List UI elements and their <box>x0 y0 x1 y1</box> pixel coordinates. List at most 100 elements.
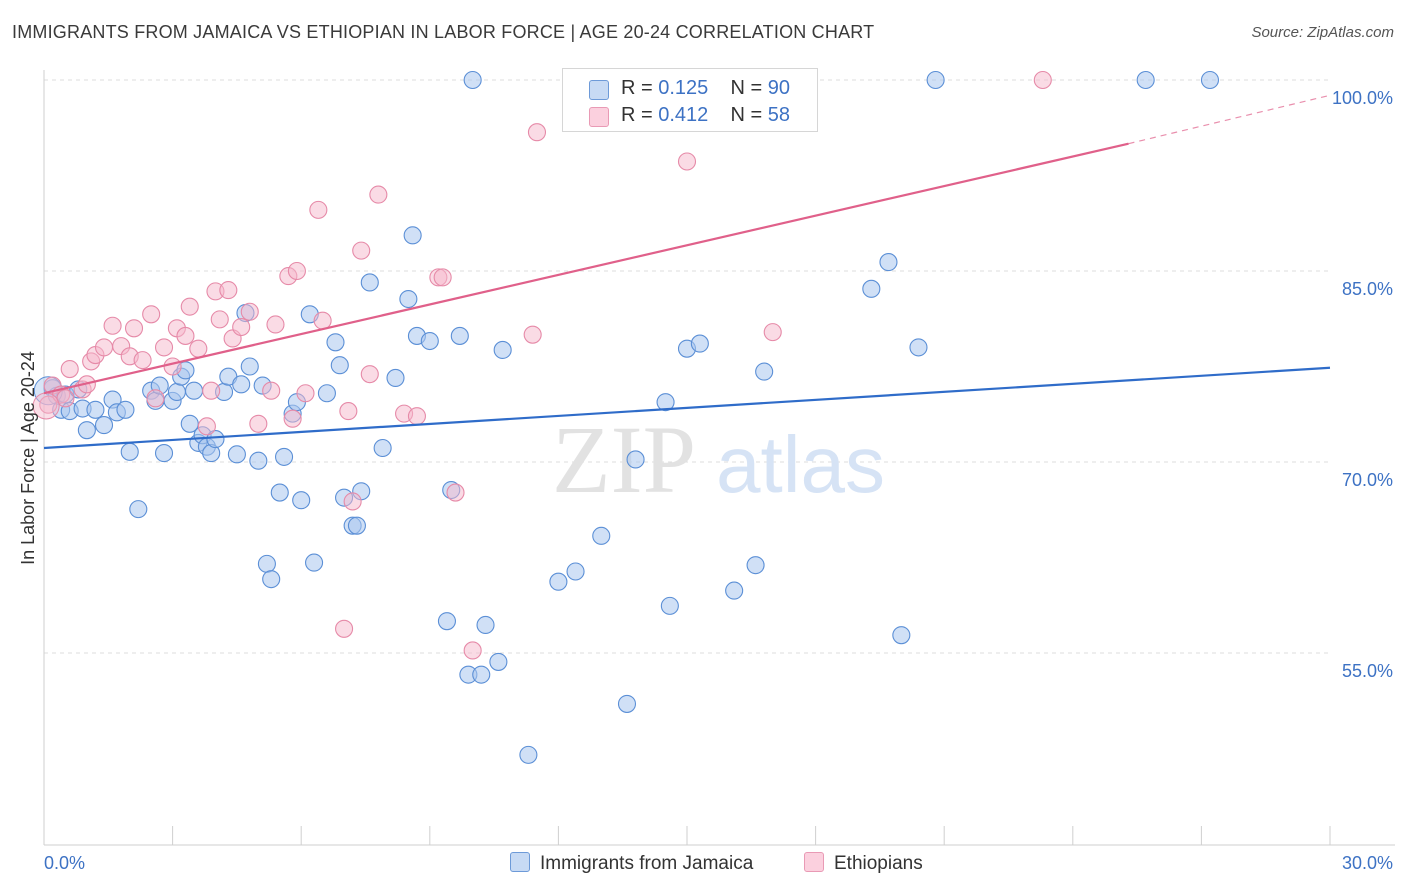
watermark-atlas: atlas <box>716 420 885 509</box>
data-point-ethiopians <box>39 395 58 414</box>
data-point-ethiopians <box>146 389 165 408</box>
source-label: Source: ZipAtlas.com <box>1251 24 1394 41</box>
legend-n-value: 58 <box>767 104 791 126</box>
data-point-jamaica <box>926 70 945 90</box>
data-point-jamaica <box>566 562 585 581</box>
data-point-ethiopians <box>103 316 122 335</box>
bottom-legend-label: Immigrants from Jamaica <box>540 853 754 874</box>
data-point-jamaica <box>232 375 251 394</box>
legend-swatch-pink-icon <box>589 107 609 127</box>
data-point-jamaica <box>129 500 148 519</box>
data-point-ethiopians <box>446 483 465 502</box>
data-point-jamaica <box>227 445 246 464</box>
series-ethiopians-points <box>32 70 1052 660</box>
data-point-jamaica <box>257 554 276 573</box>
data-point-ethiopians <box>360 365 379 384</box>
x-tick-label: 0.0% <box>44 853 85 873</box>
data-point-jamaica <box>420 331 439 351</box>
axes <box>43 70 1395 846</box>
data-point-jamaica <box>472 665 491 684</box>
data-point-jamaica <box>549 572 568 591</box>
x-tick-label: 30.0% <box>1342 853 1393 873</box>
data-point-jamaica <box>94 416 114 435</box>
legend-r-label: R = <box>621 104 659 126</box>
data-point-jamaica <box>862 279 881 298</box>
chart-title: IMMIGRANTS FROM JAMAICA VS ETHIOPIAN IN … <box>12 22 875 42</box>
stats-legend: R = 0.125 N = 90 R = 0.412 N = 58 <box>562 68 818 132</box>
data-point-jamaica <box>326 333 345 352</box>
data-point-jamaica <box>116 400 135 419</box>
data-point-jamaica <box>690 334 709 353</box>
data-point-jamaica <box>489 652 508 671</box>
data-point-ethiopians <box>133 351 152 370</box>
data-point-jamaica <box>206 430 225 449</box>
data-point-ethiopians <box>262 381 281 400</box>
data-point-ethiopians <box>176 326 195 345</box>
data-point-jamaica <box>347 516 366 535</box>
data-point-jamaica <box>386 368 405 388</box>
data-point-ethiopians <box>309 200 328 219</box>
data-point-jamaica <box>360 273 379 292</box>
data-point-jamaica <box>373 438 392 458</box>
data-point-ethiopians <box>296 384 315 403</box>
data-point-ethiopians <box>523 325 542 344</box>
tick-labels: 55.0% 70.0% 85.0% 100.0% 0.0% 30.0% <box>44 88 1393 873</box>
data-point-jamaica <box>519 745 538 764</box>
data-point-jamaica <box>1136 70 1155 90</box>
data-point-ethiopians <box>343 492 362 511</box>
data-point-ethiopians <box>283 409 302 428</box>
data-point-jamaica <box>592 526 611 545</box>
data-point-jamaica <box>617 694 637 713</box>
legend-swatch-blue-icon <box>589 80 609 100</box>
data-point-ethiopians <box>463 641 482 660</box>
data-point-jamaica <box>746 556 765 575</box>
y-axis-label: In Labor Force | Age 20-24 <box>18 351 38 565</box>
data-point-ethiopians <box>433 268 452 287</box>
bottom-legend-ethiopians: Ethiopians <box>804 852 923 875</box>
data-point-jamaica <box>305 553 324 572</box>
data-point-ethiopians <box>197 417 216 436</box>
data-point-jamaica <box>262 570 281 589</box>
legend-n-label: N = <box>730 104 768 126</box>
legend-n-label: N = <box>730 77 768 99</box>
data-point-jamaica <box>892 626 911 645</box>
data-point-jamaica <box>909 338 928 357</box>
trend-line-ethiopians-extension <box>1128 94 1331 145</box>
data-point-jamaica <box>437 612 456 631</box>
data-point-jamaica <box>725 581 744 600</box>
data-point-ethiopians <box>94 338 114 357</box>
data-point-ethiopians <box>163 357 182 376</box>
bottom-legend-jamaica: Immigrants from Jamaica <box>510 852 753 875</box>
trend-line-jamaica <box>43 366 1331 450</box>
data-point-jamaica <box>330 356 349 375</box>
data-point-jamaica <box>120 442 139 461</box>
data-point-jamaica <box>660 596 679 615</box>
data-point-jamaica <box>317 384 336 403</box>
data-point-jamaica <box>240 357 259 376</box>
data-point-ethiopians <box>763 323 782 342</box>
y-tick-label: 85.0% <box>1342 279 1393 299</box>
data-point-ethiopians <box>124 319 144 338</box>
data-point-jamaica <box>493 340 512 359</box>
data-point-jamaica <box>1200 70 1220 90</box>
data-point-jamaica <box>249 451 268 470</box>
legend-r-label: R = <box>621 77 659 99</box>
data-point-jamaica <box>292 491 311 510</box>
data-point-jamaica <box>656 393 675 412</box>
data-point-ethiopians <box>369 185 388 204</box>
y-tick-label: 55.0% <box>1342 661 1393 681</box>
data-point-ethiopians <box>60 359 79 379</box>
data-point-jamaica <box>167 382 186 402</box>
watermark: ZIP atlas <box>552 406 885 513</box>
data-point-jamaica <box>270 483 289 502</box>
data-point-jamaica <box>77 421 96 440</box>
data-point-ethiopians <box>677 152 697 171</box>
data-point-jamaica <box>184 381 204 400</box>
data-point-jamaica <box>399 289 418 309</box>
legend-r-value: 0.412 <box>658 104 709 126</box>
data-point-ethiopians <box>352 241 371 260</box>
legend-r-value: 0.125 <box>658 77 709 99</box>
data-point-ethiopians <box>189 339 208 358</box>
data-point-ethiopians <box>527 123 547 142</box>
